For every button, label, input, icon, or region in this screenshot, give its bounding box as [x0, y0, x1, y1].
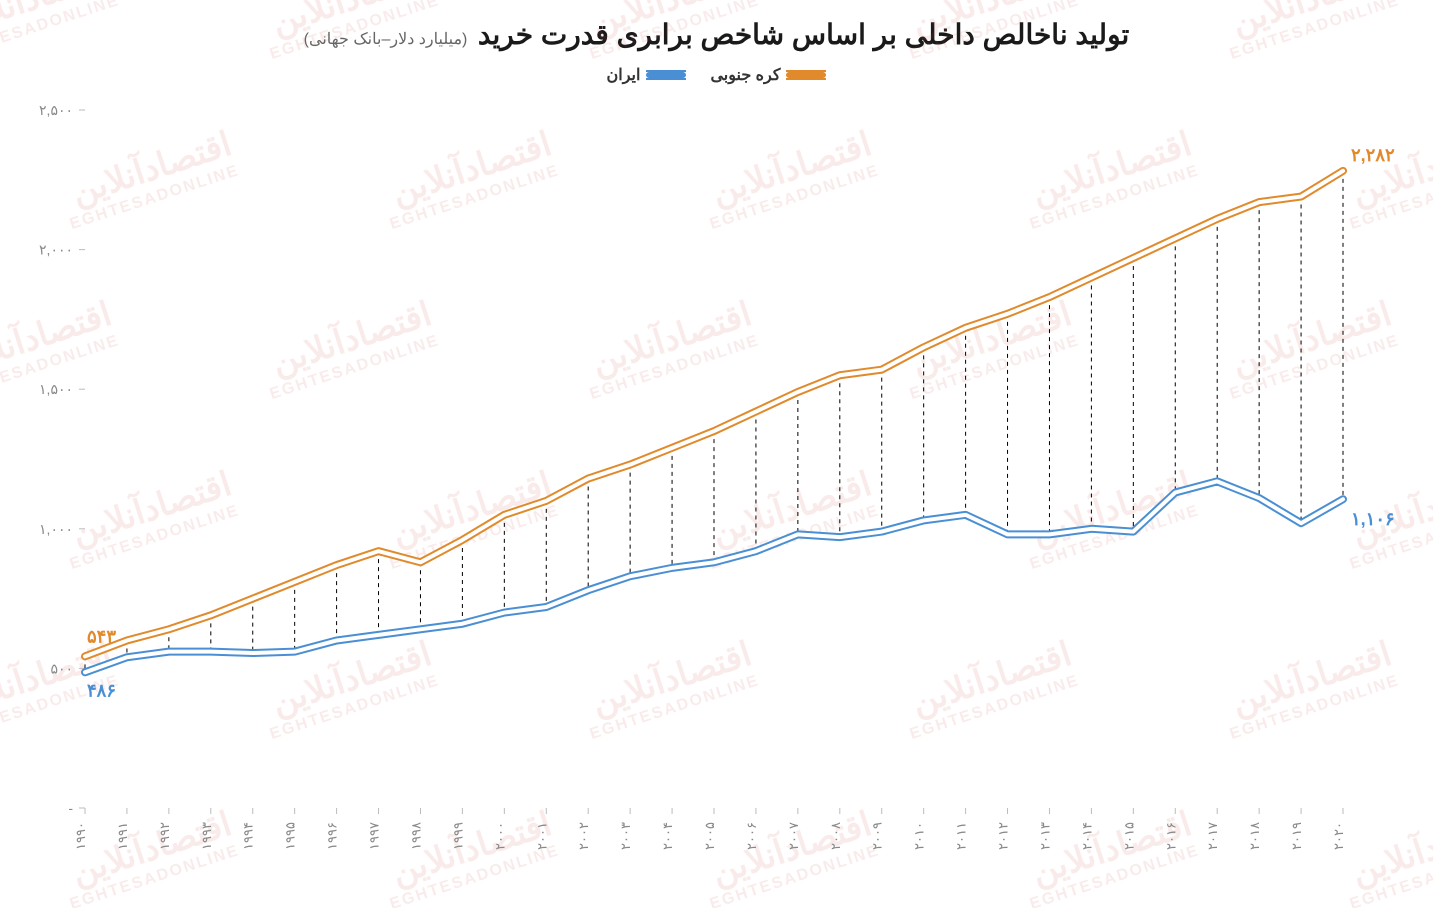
x-tick-label: ۲۰۱۲	[996, 822, 1011, 850]
x-tick-label: ۲۰۰۹	[870, 822, 885, 850]
x-tick-label: ۱۹۹۹	[450, 822, 465, 850]
x-tick-label: ۲۰۰۶	[744, 822, 759, 850]
x-tick-label: ۲۰۱۵	[1121, 822, 1136, 850]
x-tick-label: ۱۹۹۲	[157, 822, 172, 850]
chart-svg: - ۵۰۰ ۱,۰۰۰ ۱,۵۰۰ ۲,۰۰۰ ۲,۵۰۰ ۱۹۹۰ ۱۹۹۱ ۱۹۹۲ ۱۹۹۳…	[30, 100, 1403, 888]
start-value-label: ۵۴۳	[87, 626, 116, 646]
x-tick-label: ۲۰۰۲	[576, 822, 591, 850]
x-tick-label: ۱۹۹۷	[367, 822, 382, 850]
y-tick-label: ۵۰۰	[50, 660, 73, 676]
x-tick-label: ۱۹۹۳	[199, 822, 214, 850]
x-tick-label: ۲۰۱۸	[1247, 822, 1262, 850]
y-tick-label: ۲,۵۰۰	[39, 102, 73, 118]
chart-subtitle: (میلیارد دلار–بانک جهانی)	[304, 31, 468, 48]
legend-label: ایران	[607, 65, 641, 85]
x-tick-label: ۲۰۱۰	[912, 822, 927, 850]
x-tick-label: ۲۰۱۱	[954, 822, 969, 850]
x-tick-label: ۲۰۱۳	[1037, 822, 1052, 850]
x-tick-label: ۲۰۱۴	[1079, 822, 1094, 850]
x-tick-label: ۲۰۲۰	[1331, 822, 1346, 850]
legend-item-1: ایران	[607, 65, 687, 85]
x-tick-label: ۲۰۱۷	[1205, 822, 1220, 850]
x-tick-label: ۲۰۰۳	[618, 822, 633, 850]
x-tick-label: ۱۹۹۶	[325, 822, 340, 850]
x-tick-label: ۲۰۰۱	[534, 822, 549, 850]
legend-swatch	[646, 72, 686, 78]
series-line-inner	[85, 481, 1343, 672]
x-tick-label: ۲۰۱۶	[1163, 822, 1178, 850]
y-tick-label: ۱,۰۰۰	[39, 521, 73, 537]
x-tick-label: ۱۹۹۵	[283, 822, 298, 850]
end-value-label: ۱,۱۰۶	[1351, 509, 1395, 529]
x-tick-label: ۱۹۹۰	[73, 822, 88, 850]
x-tick-label: ۲۰۱۹	[1289, 822, 1304, 850]
x-tick-label: ۲۰۰۸	[828, 822, 843, 850]
series-line-inner	[85, 171, 1343, 657]
chart-header: تولید ناخالص داخلی بر اساس شاخص برابری ق…	[0, 0, 1433, 51]
y-tick-label: ۱,۵۰۰	[39, 381, 73, 397]
y-tick-label: ۲,۰۰۰	[39, 242, 73, 258]
chart-title: تولید ناخالص داخلی بر اساس شاخص برابری ق…	[478, 19, 1130, 50]
legend-swatch	[786, 72, 826, 78]
chart-legend: کره جنوبی ایران	[0, 65, 1433, 85]
x-tick-label: ۱۹۹۱	[115, 822, 130, 850]
x-tick-label: ۱۹۹۴	[241, 822, 256, 850]
legend-item-0: کره جنوبی	[710, 65, 826, 85]
y-tick-label: -	[68, 800, 73, 816]
x-tick-label: ۲۰۰۰	[492, 822, 507, 850]
chart-area: - ۵۰۰ ۱,۰۰۰ ۱,۵۰۰ ۲,۰۰۰ ۲,۵۰۰ ۱۹۹۰ ۱۹۹۱ ۱۹۹۲ ۱۹۹۳…	[30, 100, 1403, 888]
x-tick-label: ۲۰۰۴	[660, 822, 675, 850]
series-line-south_korea	[85, 171, 1343, 657]
start-value-label: ۴۸۶	[87, 680, 116, 700]
x-tick-label: ۲۰۰۵	[702, 822, 717, 850]
x-tick-label: ۱۹۹۸	[408, 822, 423, 850]
legend-label: کره جنوبی	[710, 65, 780, 85]
x-tick-label: ۲۰۰۷	[786, 822, 801, 850]
end-value-label: ۲,۲۸۲	[1351, 145, 1395, 165]
